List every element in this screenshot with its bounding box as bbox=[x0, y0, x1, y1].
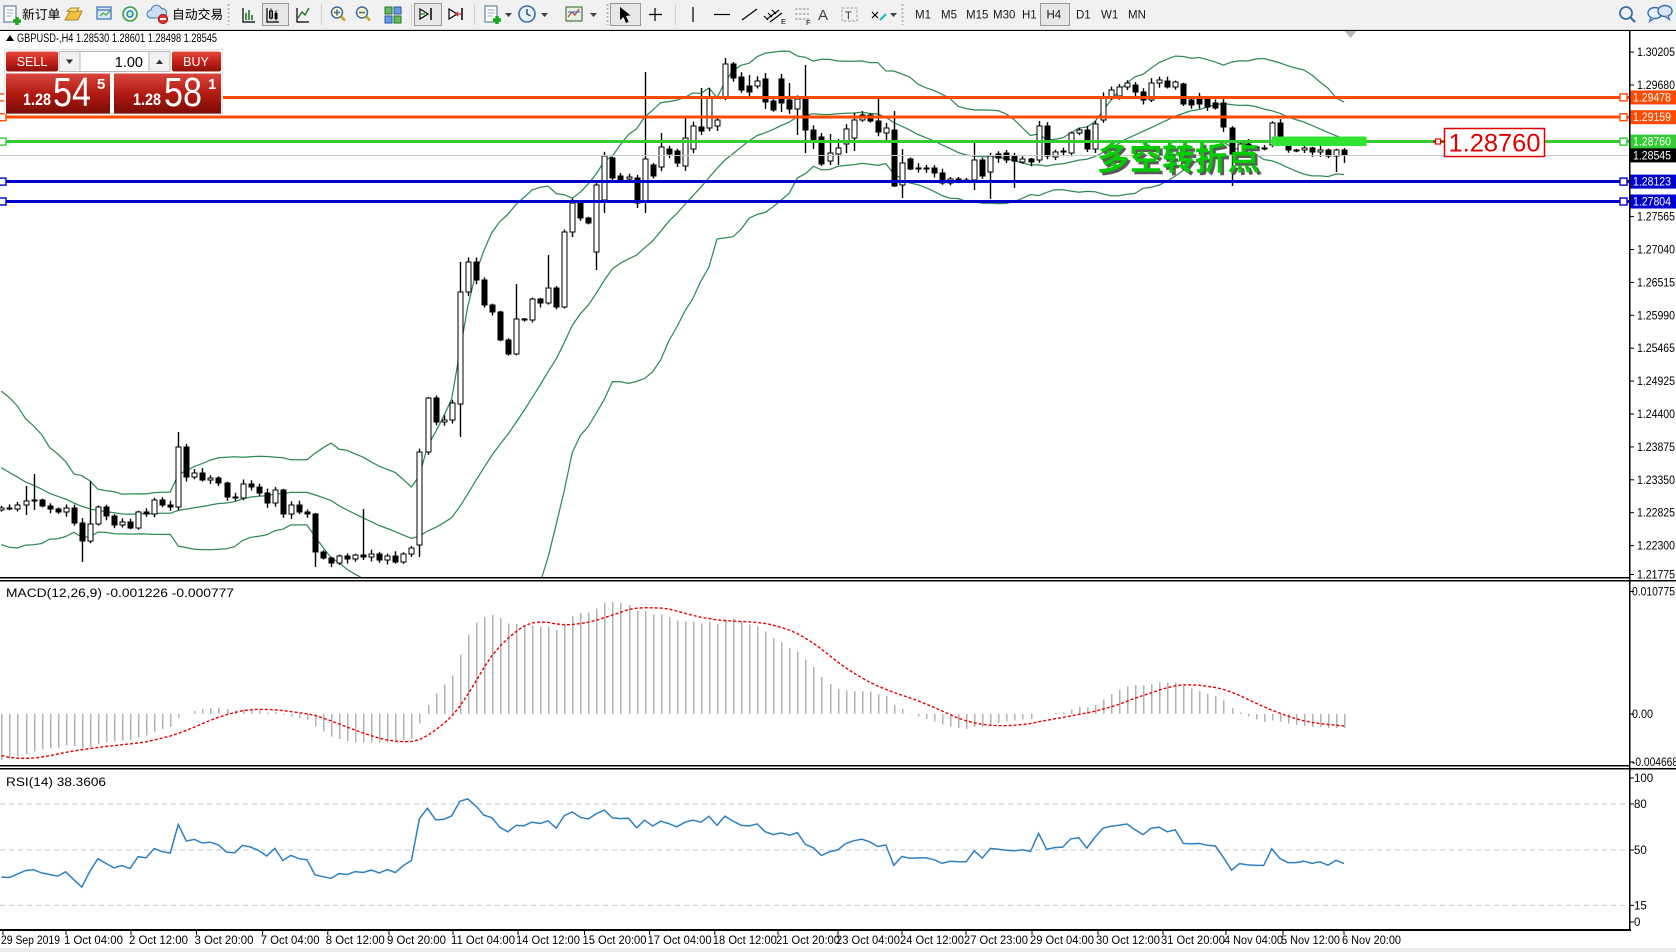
svg-text:D1: D1 bbox=[1076, 10, 1091, 22]
svg-text:1.28760: 1.28760 bbox=[1449, 130, 1541, 158]
svg-text:5: 5 bbox=[97, 76, 105, 93]
svg-text:E: E bbox=[781, 17, 786, 26]
svg-text:80: 80 bbox=[1634, 799, 1647, 811]
svg-text:18 Oct 12:00: 18 Oct 12:00 bbox=[713, 935, 777, 947]
svg-text:24 Oct 12:00: 24 Oct 12:00 bbox=[900, 935, 964, 947]
svg-text:1.28: 1.28 bbox=[133, 90, 161, 109]
svg-text:1.25990: 1.25990 bbox=[1637, 310, 1675, 322]
svg-text:1.00: 1.00 bbox=[115, 55, 143, 71]
svg-text:1.27804: 1.27804 bbox=[1633, 197, 1672, 209]
svg-text:1.22300: 1.22300 bbox=[1637, 541, 1675, 553]
svg-text:1.29680: 1.29680 bbox=[1637, 80, 1675, 92]
svg-text:54: 54 bbox=[53, 69, 91, 114]
svg-text:1 Oct 04:00: 1 Oct 04:00 bbox=[64, 935, 123, 947]
svg-text:1.29478: 1.29478 bbox=[1633, 92, 1671, 104]
svg-text:17 Oct 04:00: 17 Oct 04:00 bbox=[648, 935, 712, 947]
svg-text:BUY: BUY bbox=[183, 55, 209, 69]
svg-text:23 Oct 04:00: 23 Oct 04:00 bbox=[836, 935, 900, 947]
svg-text:M15: M15 bbox=[966, 10, 988, 22]
svg-text:4 Nov 04:00: 4 Nov 04:00 bbox=[1224, 935, 1283, 947]
svg-text:MN: MN bbox=[1128, 10, 1146, 22]
svg-text:RSI(14) 38.3606: RSI(14) 38.3606 bbox=[6, 777, 106, 789]
svg-text:15: 15 bbox=[1634, 900, 1647, 912]
svg-text:31 Oct 20:00: 31 Oct 20:00 bbox=[1161, 935, 1225, 947]
svg-text:7 Oct 04:00: 7 Oct 04:00 bbox=[261, 935, 320, 947]
svg-text:14 Oct 12:00: 14 Oct 12:00 bbox=[516, 935, 580, 947]
svg-text:1.26515: 1.26515 bbox=[1637, 277, 1675, 289]
svg-text:H1: H1 bbox=[1022, 10, 1037, 22]
svg-text:1.28: 1.28 bbox=[23, 90, 51, 109]
svg-text:M30: M30 bbox=[993, 10, 1015, 22]
svg-text:W1: W1 bbox=[1101, 10, 1118, 22]
svg-text:A: A bbox=[818, 7, 828, 24]
svg-text:58: 58 bbox=[164, 69, 202, 114]
svg-text:1: 1 bbox=[208, 76, 216, 93]
svg-text:100: 100 bbox=[1634, 773, 1653, 785]
svg-text:50: 50 bbox=[1634, 845, 1647, 857]
svg-text:1.24400: 1.24400 bbox=[1637, 409, 1675, 421]
svg-text:MACD(12,26,9) -0.001226 -0.000: MACD(12,26,9) -0.001226 -0.000777 bbox=[6, 588, 234, 600]
svg-text:1.21775: 1.21775 bbox=[1637, 570, 1675, 582]
svg-text:GBPUSD-,H4 1.28530 1.28601 1.: GBPUSD-,H4 1.28530 1.28601 1.28498 1.285… bbox=[17, 33, 217, 45]
svg-text:9 Oct 20:00: 9 Oct 20:00 bbox=[387, 935, 446, 947]
svg-text:5 Nov 12:00: 5 Nov 12:00 bbox=[1281, 935, 1340, 947]
svg-text:3 Oct 20:00: 3 Oct 20:00 bbox=[195, 935, 254, 947]
svg-text:29 Oct 04:00: 29 Oct 04:00 bbox=[1030, 935, 1094, 947]
svg-text:1.28760: 1.28760 bbox=[1633, 137, 1671, 149]
svg-text:1.30205: 1.30205 bbox=[1637, 47, 1675, 59]
svg-text:SELL: SELL bbox=[17, 55, 48, 69]
svg-text:M5: M5 bbox=[941, 10, 957, 22]
svg-text:1.29159: 1.29159 bbox=[1633, 112, 1671, 124]
svg-text:11 Oct 04:00: 11 Oct 04:00 bbox=[451, 935, 515, 947]
svg-text:1.23875: 1.23875 bbox=[1637, 442, 1675, 454]
svg-text:27 Oct 23:00: 27 Oct 23:00 bbox=[964, 935, 1028, 947]
svg-text:H4: H4 bbox=[1047, 10, 1062, 22]
svg-text:1.27040: 1.27040 bbox=[1637, 245, 1675, 257]
svg-text:1.24925: 1.24925 bbox=[1637, 376, 1675, 388]
svg-text:0: 0 bbox=[1634, 917, 1640, 929]
svg-text:-0.004668: -0.004668 bbox=[1632, 757, 1676, 769]
svg-text:15 Oct 20:00: 15 Oct 20:00 bbox=[583, 935, 647, 947]
svg-text:1.27565: 1.27565 bbox=[1637, 212, 1675, 224]
svg-text:21 Oct 20:00: 21 Oct 20:00 bbox=[776, 935, 840, 947]
svg-text:2 Oct 12:00: 2 Oct 12:00 bbox=[129, 935, 188, 947]
svg-text:6 Nov 20:00: 6 Nov 20:00 bbox=[1342, 935, 1401, 947]
svg-text:1.22825: 1.22825 bbox=[1637, 508, 1675, 520]
svg-text:F: F bbox=[806, 18, 811, 27]
svg-text:0.010775: 0.010775 bbox=[1632, 587, 1675, 599]
svg-text:1.25465: 1.25465 bbox=[1637, 343, 1675, 355]
svg-text:0.00: 0.00 bbox=[1632, 709, 1653, 721]
svg-text:8 Oct 12:00: 8 Oct 12:00 bbox=[326, 935, 385, 947]
svg-text:M1: M1 bbox=[915, 10, 931, 22]
svg-text:T: T bbox=[845, 10, 852, 22]
svg-text:1.28545: 1.28545 bbox=[1633, 150, 1671, 162]
svg-text:1.28123: 1.28123 bbox=[1633, 177, 1671, 189]
svg-text:1.23350: 1.23350 bbox=[1637, 475, 1675, 487]
svg-text:30 Oct 12:00: 30 Oct 12:00 bbox=[1096, 935, 1160, 947]
svg-text:29 Sep 2019: 29 Sep 2019 bbox=[1, 935, 60, 947]
